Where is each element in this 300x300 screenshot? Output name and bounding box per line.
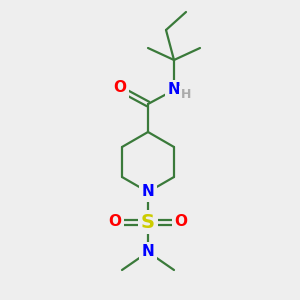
Text: O: O (175, 214, 188, 230)
Text: H: H (181, 88, 191, 100)
Text: S: S (141, 212, 155, 232)
Text: O: O (113, 80, 127, 95)
Text: O: O (109, 214, 122, 230)
Text: N: N (142, 244, 154, 260)
Text: N: N (168, 82, 180, 98)
Text: N: N (142, 184, 154, 200)
